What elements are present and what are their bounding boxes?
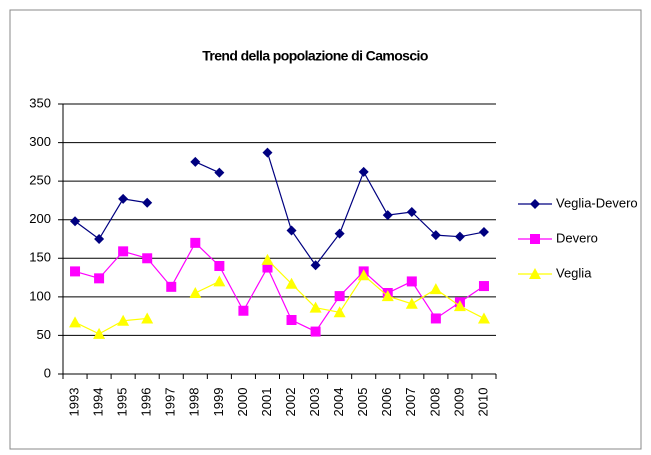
x-tick-label: 1993 xyxy=(66,388,81,417)
x-tick-label: 2003 xyxy=(307,388,322,417)
marker xyxy=(406,276,417,287)
marker xyxy=(70,216,81,227)
y-tick-label: 200 xyxy=(29,211,51,226)
legend-marker xyxy=(530,199,540,209)
marker xyxy=(213,275,226,287)
marker xyxy=(261,253,274,265)
marker xyxy=(405,297,418,309)
marker xyxy=(310,326,321,337)
marker xyxy=(94,273,105,284)
marker xyxy=(118,246,129,257)
legend-marker xyxy=(529,268,541,279)
marker xyxy=(238,305,249,316)
marker xyxy=(286,315,297,325)
marker xyxy=(309,301,322,313)
chart-title: Trend della popolazione di Camoscio xyxy=(202,48,428,64)
marker xyxy=(454,231,465,242)
marker xyxy=(70,266,81,277)
marker xyxy=(262,262,273,273)
marker xyxy=(166,281,177,292)
marker xyxy=(94,234,105,244)
marker xyxy=(477,312,490,324)
marker xyxy=(406,207,417,217)
x-tick-label: 2002 xyxy=(283,388,298,417)
x-tick-label: 2007 xyxy=(403,388,418,417)
x-tick-label: 1999 xyxy=(211,388,226,417)
marker xyxy=(93,327,106,339)
marker xyxy=(142,197,153,208)
marker xyxy=(429,283,442,295)
marker xyxy=(334,228,345,239)
y-tick-label: 100 xyxy=(29,288,51,303)
chart-border xyxy=(9,9,642,450)
marker xyxy=(333,306,346,318)
y-tick-label: 250 xyxy=(29,173,51,188)
series-line xyxy=(74,152,485,267)
x-tick-label: 1997 xyxy=(163,388,178,417)
x-tick-label: 2006 xyxy=(379,388,394,417)
x-tick-label: 2008 xyxy=(427,388,442,417)
marker xyxy=(334,291,345,302)
x-tick-label: 2000 xyxy=(235,388,250,417)
x-tick-label: 2004 xyxy=(331,388,346,417)
marker xyxy=(189,287,202,298)
y-tick-label: 350 xyxy=(29,95,51,110)
marker xyxy=(141,312,154,324)
marker xyxy=(310,260,321,271)
x-tick-label: 1995 xyxy=(115,388,130,417)
marker xyxy=(117,314,130,326)
marker xyxy=(286,225,297,236)
marker xyxy=(69,316,82,328)
x-tick-label: 2001 xyxy=(259,388,274,417)
marker xyxy=(214,261,225,271)
x-tick-label: 2010 xyxy=(475,388,490,417)
marker xyxy=(285,277,298,289)
marker xyxy=(142,253,153,264)
y-tick-label: 150 xyxy=(29,250,51,265)
x-tick-label: 1998 xyxy=(187,388,202,417)
marker xyxy=(478,281,489,292)
marker xyxy=(381,290,394,302)
y-tick-label: 0 xyxy=(44,365,51,380)
marker xyxy=(453,300,466,312)
marker xyxy=(358,166,369,177)
marker xyxy=(190,237,201,248)
legend-label: Veglia-Devero xyxy=(556,195,638,210)
legend-label: Devero xyxy=(556,230,598,245)
marker xyxy=(190,156,201,167)
marker xyxy=(214,167,225,178)
marker xyxy=(357,269,370,281)
marker xyxy=(430,313,441,324)
x-tick-label: 2005 xyxy=(355,388,370,417)
marker xyxy=(262,147,273,158)
marker xyxy=(118,193,129,204)
x-tick-label: 2009 xyxy=(451,388,466,417)
x-tick-label: 1994 xyxy=(91,388,106,417)
legend-marker xyxy=(530,234,540,244)
y-tick-label: 50 xyxy=(37,327,51,342)
marker xyxy=(382,210,393,221)
marker xyxy=(430,230,441,241)
y-tick-label: 300 xyxy=(29,134,51,149)
legend-label: Veglia xyxy=(556,265,592,280)
x-tick-label: 1996 xyxy=(139,388,154,417)
marker xyxy=(478,227,489,238)
